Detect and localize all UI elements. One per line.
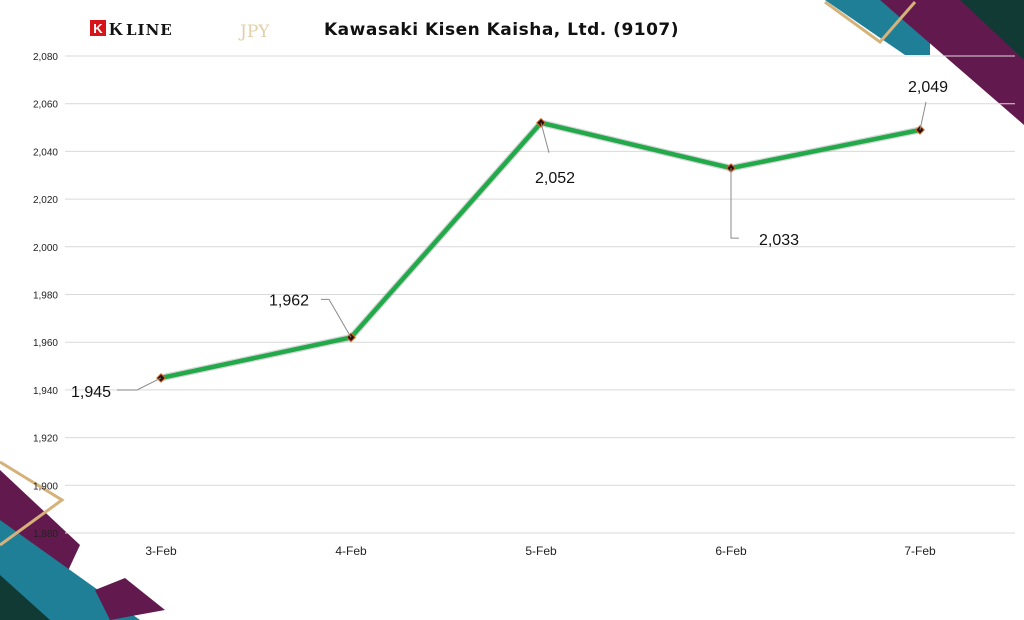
data-label: 1,962	[269, 292, 309, 309]
leader-line	[919, 101, 927, 131]
x-tick-label: 5-Feb	[525, 544, 557, 558]
brand-logo-mark	[90, 20, 106, 36]
data-label: 2,049	[908, 79, 948, 96]
y-tick-label: 2,000	[33, 243, 58, 254]
brand-logo-mark-letter: K	[93, 21, 103, 36]
x-tick-label: 7-Feb	[904, 544, 936, 558]
y-tick-label: 1,920	[33, 434, 58, 445]
y-tick-label: 1,900	[33, 481, 58, 492]
currency-label: JPY	[238, 22, 270, 42]
y-tick-label: 1,960	[33, 338, 58, 349]
data-label: 2,052	[535, 170, 575, 187]
data-label: 1,945	[71, 384, 111, 401]
y-axis-ticks: 1,880 1,900 1,920 1,940 1,960 1,980 2,000 2,020…	[33, 52, 58, 540]
x-tick-label: 3-Feb	[145, 544, 177, 558]
data-labels: 1,945 1,962 2,052 2,033 2,049	[71, 79, 948, 401]
brand-logo: K K LINE	[90, 19, 173, 39]
data-label: 2,033	[759, 232, 799, 249]
y-tick-label: 1,880	[33, 529, 58, 540]
bottom-left-ribbon	[0, 460, 165, 620]
top-right-ribbon	[824, 0, 1024, 125]
x-tick-label: 6-Feb	[715, 544, 747, 558]
gridlines	[65, 55, 1015, 534]
leader-line	[730, 168, 739, 239]
y-tick-label: 1,940	[33, 386, 58, 397]
leader-line	[117, 377, 162, 391]
x-axis-ticks: 3-Feb 4-Feb 5-Feb 6-Feb 7-Feb	[145, 544, 936, 558]
brand-logo-k: K	[109, 19, 123, 39]
series-line	[160, 120, 921, 381]
brand-name: LINE	[126, 21, 173, 39]
leader-line	[321, 298, 352, 338]
y-tick-label: 2,080	[33, 52, 58, 63]
y-tick-label: 1,980	[33, 291, 58, 302]
y-tick-label: 2,040	[33, 147, 58, 158]
y-tick-label: 2,020	[33, 195, 58, 206]
chart-title: Kawasaki Kisen Kaisha, Ltd. (9107)	[324, 20, 679, 40]
series-line-shadow	[160, 119, 921, 382]
x-tick-label: 4-Feb	[335, 544, 367, 558]
y-tick-label: 2,060	[33, 100, 58, 111]
leader-line	[540, 122, 550, 153]
